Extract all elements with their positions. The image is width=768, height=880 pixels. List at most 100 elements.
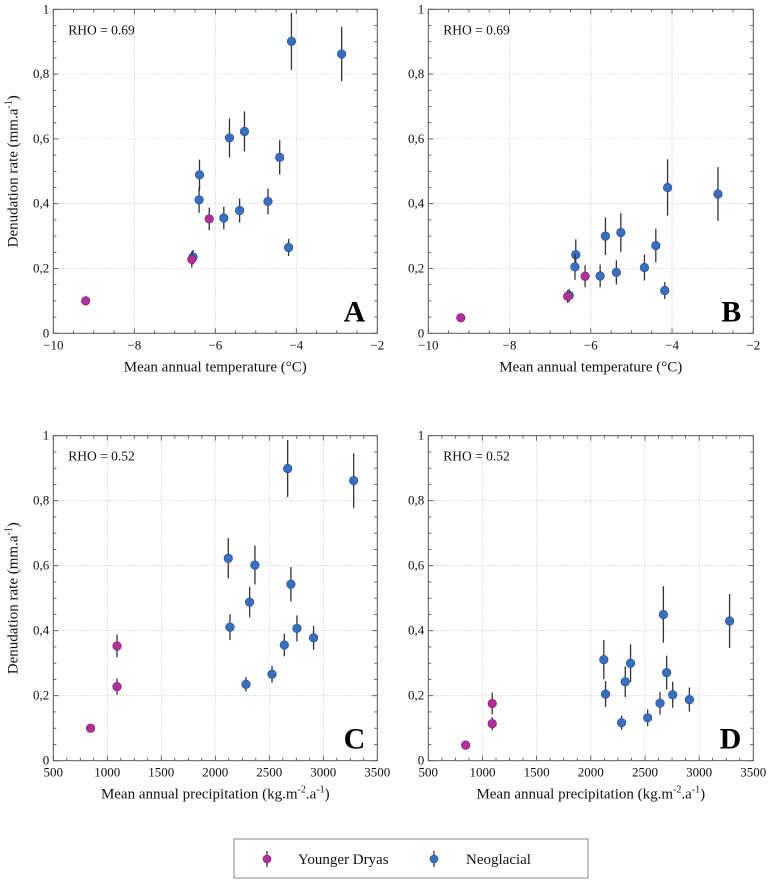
y-tick-label: 0,4 — [408, 196, 425, 211]
rho-annotation: RHO = 0.69 — [68, 22, 135, 37]
panel-letter: D — [720, 723, 742, 756]
y-tick-label: 0 — [418, 753, 425, 768]
x-tick-label: 2000 — [578, 765, 604, 780]
data-point — [713, 189, 723, 199]
data-point — [570, 262, 580, 272]
data-point — [286, 36, 297, 46]
y-tick-label: 0,2 — [33, 261, 49, 276]
y-tick-label: 0,4 — [33, 623, 50, 638]
x-tick-label: 2500 — [632, 765, 658, 780]
y-axis-label: Denudation rate (mm.a-1) — [3, 522, 21, 674]
series-neoglacial — [564, 159, 723, 302]
x-axis-label: Mean annual temperature (°C) — [124, 359, 307, 375]
x-tick-label: 1000 — [94, 765, 120, 780]
panel-d: 500 1000 1500 2000 2500 3000 3500 0 0,2 0,4 0,6 0,8… — [408, 428, 766, 803]
data-point — [620, 677, 630, 687]
y-tick-label: 1 — [418, 1, 425, 16]
data-point — [600, 689, 611, 699]
data-point — [616, 718, 627, 728]
legend-item-neoglacial: Neoglacial — [429, 851, 531, 868]
y-tick-label: 0 — [418, 325, 425, 340]
data-point — [600, 231, 611, 241]
panel-letter: C — [344, 723, 366, 756]
data-point — [204, 214, 214, 224]
x-tick-label: 500 — [44, 765, 64, 780]
y-tick-label: 0,4 — [408, 623, 425, 638]
panel-c: 500 1000 1500 2000 2500 3000 3500 0 0,2 0,4 0,6 0,8… — [3, 428, 390, 803]
panel-letter: B — [721, 295, 741, 328]
series-younger-dryas — [461, 692, 497, 750]
data-point — [284, 242, 294, 253]
plot-frame — [427, 435, 754, 762]
x-tick-label: −4 — [289, 337, 303, 352]
y-axis-label: Denudation rate (mm.a-1) — [3, 95, 21, 247]
series-neoglacial — [599, 586, 735, 730]
panel-b: −10 −8 −6 −4 −2 0 0,2 0,4 0,6 0,8 1 Mean annual tem… — [408, 1, 760, 375]
x-tick-label: −10 — [43, 337, 63, 352]
data-point — [684, 694, 694, 705]
data-point — [308, 633, 319, 643]
x-tick-label: 1500 — [524, 765, 550, 780]
panel-letter: A — [344, 295, 366, 328]
x-tick-label: −2 — [370, 337, 384, 352]
data-point — [724, 616, 735, 626]
y-tick-label: 0 — [43, 753, 50, 768]
x-tick-label: −6 — [208, 337, 222, 352]
y-tick-label: 0,8 — [33, 493, 49, 508]
data-point — [245, 597, 255, 607]
y-tick-label: 0,8 — [408, 66, 424, 81]
data-point — [668, 690, 678, 700]
data-point — [651, 240, 661, 251]
plot-frame — [52, 8, 378, 334]
series-younger-dryas — [81, 207, 214, 306]
x-axis-label: Mean annual temperature (°C) — [499, 359, 682, 375]
data-point — [187, 254, 197, 265]
data-point — [250, 560, 260, 570]
x-tick-label: 2500 — [256, 765, 282, 780]
data-point — [235, 205, 245, 216]
data-point — [263, 196, 273, 207]
legend-marker-neoglacial-icon — [429, 854, 439, 864]
data-point — [461, 740, 471, 750]
data-point — [662, 182, 673, 193]
x-tick-label: 3000 — [686, 765, 712, 780]
y-tick-label: 0,2 — [408, 261, 424, 276]
y-tick-label: 0,6 — [408, 131, 425, 146]
rho-annotation: RHO = 0.52 — [68, 449, 135, 464]
data-point — [662, 668, 672, 678]
x-tick-label: 1500 — [148, 765, 174, 780]
data-point — [239, 126, 250, 137]
x-axis-label: Mean annual precipitation (kg.m-2.a-1) — [101, 785, 330, 803]
plot-frame — [427, 8, 754, 334]
data-point — [194, 170, 205, 180]
rho-annotation: RHO = 0.69 — [443, 22, 510, 37]
data-point — [616, 227, 626, 238]
x-tick-label: 1000 — [469, 765, 495, 780]
x-tick-label: −8 — [503, 337, 517, 352]
series-younger-dryas — [85, 634, 122, 733]
data-point — [643, 713, 653, 723]
data-point — [599, 655, 609, 665]
data-point — [223, 553, 233, 563]
y-tick-label: 0,2 — [33, 688, 49, 703]
legend-marker-younger-dryas-icon — [262, 854, 272, 864]
x-tick-label: 3500 — [740, 765, 766, 780]
data-point — [224, 133, 235, 143]
data-point — [660, 285, 670, 296]
plot-frame — [52, 435, 378, 762]
x-tick-label: −2 — [746, 337, 760, 352]
data-point — [275, 152, 285, 162]
data-point — [625, 658, 636, 668]
y-tick-label: 0,2 — [408, 688, 424, 703]
y-tick-label: 0,4 — [33, 196, 50, 211]
data-point — [611, 267, 621, 277]
panels: −10 −8 −6 −4 −2 0 0,2 0,4 0,6 0,8 1 Mean annual tem… — [3, 1, 766, 802]
data-point — [487, 719, 497, 729]
y-tick-label: 0,6 — [408, 558, 425, 573]
data-point — [85, 723, 96, 733]
legend: Younger Dryas Neoglacial — [233, 838, 589, 879]
data-point — [112, 681, 122, 692]
x-tick-label: 500 — [419, 765, 439, 780]
data-point — [225, 622, 235, 632]
y-tick-label: 1 — [43, 1, 50, 16]
